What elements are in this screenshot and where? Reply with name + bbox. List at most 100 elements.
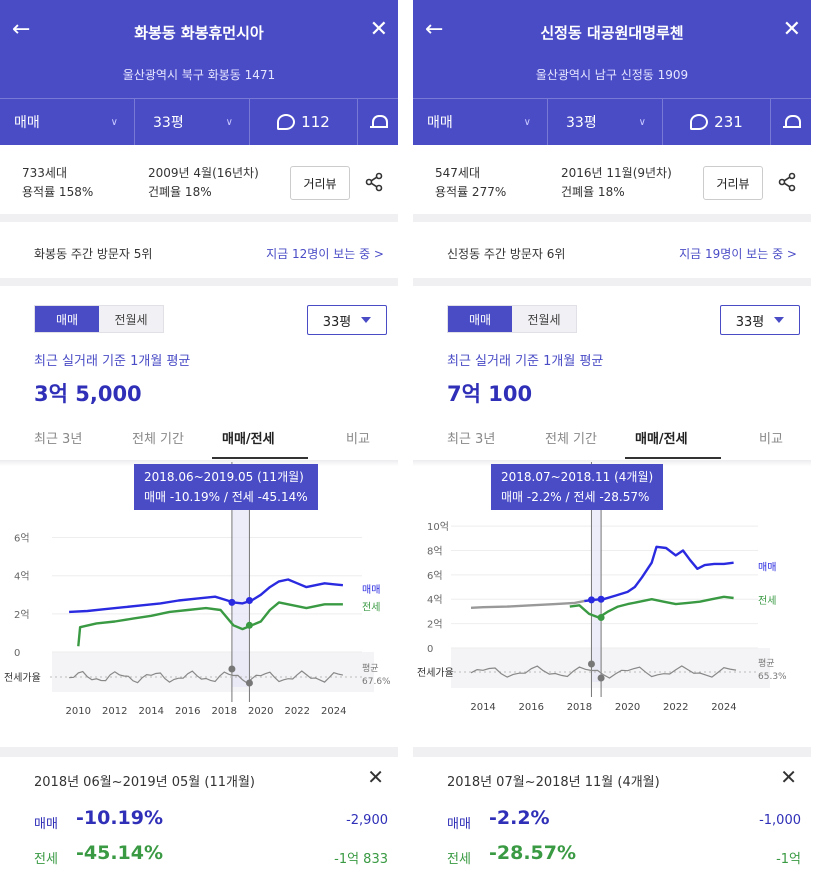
- highlight-point: [228, 598, 236, 606]
- comments-button[interactable]: 231: [663, 99, 771, 145]
- trade-type-label: 매매: [427, 115, 453, 131]
- sale-amount: -1,000: [759, 813, 801, 828]
- lease-amount: -1억: [776, 852, 801, 867]
- close-icon[interactable]: ✕: [782, 17, 801, 42]
- panel-header: ← 화봉동 화봉휴먼시아 ✕ 울산광역시 북구 화봉동 1471 매매 ∨ 33…: [0, 0, 398, 145]
- size-select[interactable]: 33평: [720, 305, 800, 335]
- tooltip-period: 2018.06~2019.05 (11개월): [144, 470, 304, 484]
- toggle-lease[interactable]: 전월세: [527, 312, 561, 327]
- x-tick-label: 2020: [248, 706, 273, 717]
- lease-change-row: 전세 -45.14% -1억 833: [34, 842, 388, 870]
- apartment-panel-1: ← 화봉동 화봉휴먼시아 ✕ 울산광역시 북구 화봉동 1471 매매 ∨ 33…: [0, 0, 398, 882]
- trade-type-dropdown[interactable]: 매매 ∨: [413, 99, 548, 145]
- average-value: 65.3%: [758, 672, 787, 682]
- toggle-lease[interactable]: 전월세: [114, 312, 148, 327]
- share-icon[interactable]: [777, 172, 797, 192]
- toggle-sale[interactable]: 매매: [448, 306, 512, 332]
- divider: [0, 214, 398, 222]
- size-dropdown[interactable]: 33평 ∨: [135, 99, 250, 145]
- back-arrow-icon[interactable]: ←: [12, 17, 31, 42]
- triangle-down-icon: [774, 317, 785, 323]
- legend-sale: 매매: [758, 562, 776, 574]
- series-line-history: [470, 599, 585, 609]
- notification-button[interactable]: [358, 99, 398, 145]
- sale-change-row: 매매 -10.19% -2,900: [34, 807, 388, 835]
- size-dropdown[interactable]: 33평 ∨: [548, 99, 663, 145]
- series-line-매매: [69, 578, 344, 614]
- units-block: 547세대 용적률 277%: [435, 164, 506, 202]
- divider: [0, 278, 398, 286]
- series-line-전세: [77, 601, 343, 647]
- street-view-button[interactable]: 거리뷰: [703, 166, 763, 200]
- tooltip-sale: 매매 -2.2%: [501, 490, 562, 504]
- chart-tooltip: 2018.07~2018.11 (4개월) 매매 -2.2% / 전세 -28.…: [491, 464, 664, 510]
- divider: [0, 747, 398, 757]
- households: 733세대: [22, 166, 67, 180]
- built-date: 2009년 4월(16년차): [148, 166, 259, 180]
- lease-change-row: 전세 -28.57% -1억: [447, 842, 801, 870]
- x-tick-label: 2016: [175, 706, 200, 717]
- dates-block: 2009년 4월(16년차) 건폐율 18%: [148, 164, 259, 202]
- gap-area-band: [451, 648, 770, 688]
- active-tab-underline: [212, 457, 308, 459]
- tab-compare[interactable]: 비교: [759, 432, 783, 447]
- chart-tooltip: 2018.06~2019.05 (11개월) 매매 -10.19% / 전세 -…: [134, 464, 318, 510]
- viewing-now-link[interactable]: 지금 12명이 보는 중 >: [266, 247, 384, 261]
- gap-point: [597, 674, 605, 682]
- tooltip-values: 매매 -2.2% / 전세 -28.57%: [501, 487, 653, 507]
- toggle-sale[interactable]: 매매: [35, 306, 99, 332]
- summary-range: 2018년 06월~2019년 05월 (11개월): [34, 775, 255, 790]
- notification-button[interactable]: [771, 99, 811, 145]
- size-select[interactable]: 33평: [307, 305, 387, 335]
- apartment-address: 울산광역시 북구 화봉동 1471: [122, 68, 276, 82]
- tab-sale-lease[interactable]: 매매/전세: [222, 432, 275, 447]
- trade-type-label: 매매: [14, 115, 40, 131]
- tooltip-separator: /: [565, 490, 570, 504]
- tab-sale-lease[interactable]: 매매/전세: [635, 432, 688, 447]
- x-tick-label: 2020: [615, 702, 640, 713]
- legend-lease: 전세: [362, 601, 380, 613]
- comments-button[interactable]: 112: [250, 99, 358, 145]
- close-summary-icon[interactable]: ✕: [780, 765, 797, 789]
- apartment-address: 울산광역시 남구 신정동 1909: [535, 68, 689, 82]
- chevron-down-icon: ∨: [638, 116, 646, 128]
- street-view-button[interactable]: 거리뷰: [290, 166, 350, 200]
- tab-recent-3y[interactable]: 최근 3년: [447, 432, 496, 447]
- lease-percent: -45.14%: [76, 842, 164, 864]
- tab-all-period[interactable]: 전체 기간: [545, 432, 597, 447]
- lease-percent: -28.57%: [489, 842, 577, 864]
- active-tab-underline: [625, 457, 721, 459]
- share-icon[interactable]: [364, 172, 384, 192]
- built-date: 2016년 11월(9년차): [561, 166, 672, 180]
- x-tick-label: 2022: [663, 702, 688, 713]
- close-summary-icon[interactable]: ✕: [367, 765, 384, 789]
- highlight-point: [587, 596, 595, 604]
- average-label: 평균: [362, 663, 379, 674]
- tabs-shadow: [413, 460, 811, 466]
- tooltip-sale: 매매 -10.19%: [144, 490, 220, 504]
- building-coverage: 건폐율 18%: [561, 185, 625, 199]
- close-icon[interactable]: ✕: [369, 17, 388, 42]
- tab-all-period[interactable]: 전체 기간: [132, 432, 184, 447]
- tooltip-separator: /: [223, 490, 228, 504]
- comment-bubble-icon: [277, 114, 296, 130]
- size-select-value: 33평: [735, 314, 765, 330]
- price-chart[interactable]: 10억 8억 6억 4억 2억 0 전세가율 매매 전세 평균 65.3% 2014 2016 2018 2…: [413, 462, 811, 747]
- apartment-title: 신정동 대공원대명루첸: [540, 24, 684, 42]
- highlight-point: [245, 596, 253, 604]
- gap-point: [587, 660, 595, 668]
- lease-label: 전세: [447, 852, 471, 867]
- highlight-band: [591, 500, 602, 682]
- viewing-now-link[interactable]: 지금 19명이 보는 중 >: [679, 247, 797, 261]
- back-arrow-icon[interactable]: ←: [425, 17, 444, 42]
- tab-compare[interactable]: 비교: [346, 432, 370, 447]
- trade-type-dropdown[interactable]: 매매 ∨: [0, 99, 135, 145]
- legend-lease: 전세: [758, 595, 776, 607]
- gap-point: [228, 665, 236, 673]
- price-chart[interactable]: 6억 4억 2억 0 전세가율 매매 전세 평균 67.6% 2010 2012 2014 2016 20…: [0, 462, 398, 747]
- y-tick-label: 4억: [14, 571, 30, 583]
- tab-recent-3y[interactable]: 최근 3년: [34, 432, 83, 447]
- legend-sale: 매매: [362, 584, 380, 596]
- tooltip-values: 매매 -10.19% / 전세 -45.14%: [144, 487, 308, 507]
